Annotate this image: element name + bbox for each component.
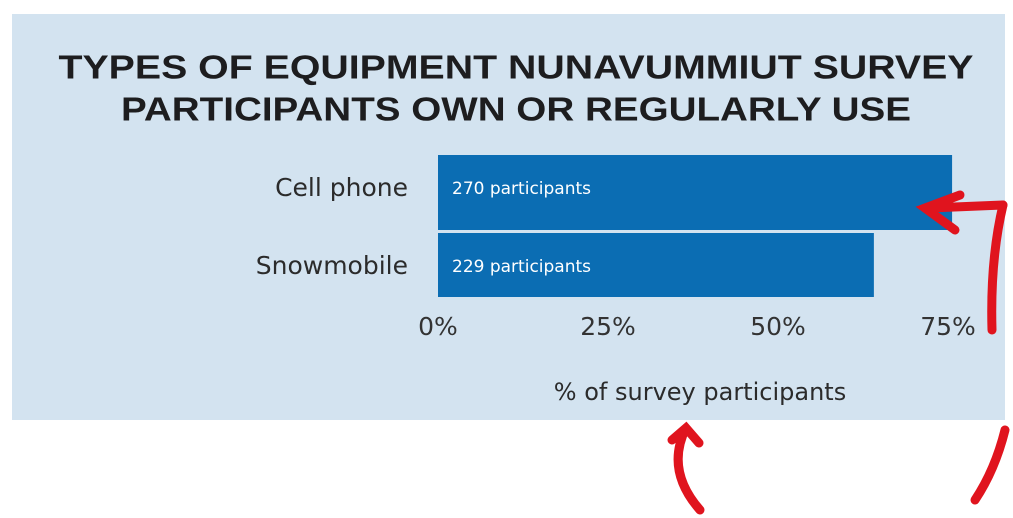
x-tick-label: 0% — [418, 312, 458, 341]
x-tick-label: 50% — [750, 312, 806, 341]
bar-label: 229 participants — [452, 257, 591, 277]
annotation-arrows — [667, 190, 1010, 515]
x-tick-label: 75% — [920, 312, 976, 341]
arrow-shaft — [970, 425, 1010, 505]
arrow — [667, 421, 705, 515]
category-label: Snowmobile — [256, 251, 408, 280]
x-axis-label: % of survey participants — [554, 378, 846, 406]
chart-title: PARTICIPANTS OWN OR REGULARLY USE — [121, 91, 911, 128]
bar-label: 270 participants — [452, 179, 591, 199]
x-tick-label: 25% — [580, 312, 636, 341]
chart-title: TYPES OF EQUIPMENT NUNAVUMMIUT SURVEY — [59, 49, 974, 86]
arrow-shaft — [987, 200, 1008, 335]
category-label: Cell phone — [275, 173, 408, 202]
bar — [438, 233, 874, 297]
arrow-head — [915, 190, 1008, 235]
bar — [438, 155, 953, 230]
